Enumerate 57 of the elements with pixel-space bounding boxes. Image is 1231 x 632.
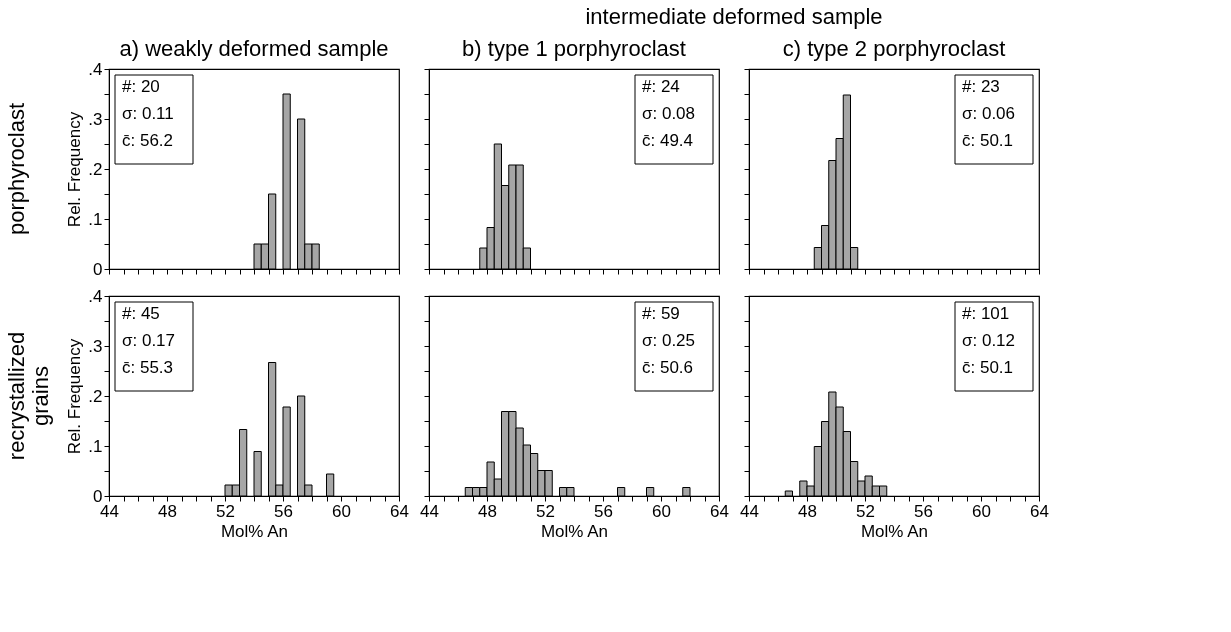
annotation: #: 101 xyxy=(962,304,1010,323)
x-tick-label: 60 xyxy=(652,501,671,521)
x-tick-label: 64 xyxy=(1030,501,1049,521)
text: intermediate deformed sample xyxy=(585,4,883,29)
y-tick-label: .4 xyxy=(88,286,103,306)
x-tick-label: 44 xyxy=(740,501,759,521)
x-tick-label: 56 xyxy=(914,501,933,521)
annotation: c̄: 56.2 xyxy=(122,131,174,150)
chart-title: a) weakly deformed sample xyxy=(119,36,389,61)
x-tick-label: 60 xyxy=(332,501,351,521)
x-tick-label: 56 xyxy=(594,501,613,521)
annotation: σ: 0.25 xyxy=(642,331,696,350)
annotation: #: 20 xyxy=(122,77,160,96)
annotation: c̄: 55.3 xyxy=(122,358,174,377)
y-tick-label: 0 xyxy=(93,259,103,279)
chart-title: c) type 2 porphyroclast xyxy=(782,36,1006,61)
x-axis-title: Mol% An xyxy=(860,521,929,541)
annotation: #: 23 xyxy=(962,77,1000,96)
annotation: σ: 0.06 xyxy=(962,104,1016,123)
y-tick-label: .3 xyxy=(88,336,103,356)
annotation: c̄: 50.6 xyxy=(642,358,694,377)
annotation: #: 59 xyxy=(642,304,680,323)
annotation: #: 24 xyxy=(642,77,680,96)
y-tick-label: .2 xyxy=(88,386,103,406)
x-tick-label: 52 xyxy=(536,501,555,521)
text: porphyroclast xyxy=(4,102,29,236)
annotation: c̄: 50.1 xyxy=(962,358,1014,377)
x-tick-label: 44 xyxy=(420,501,439,521)
annotation: σ: 0.08 xyxy=(642,104,696,123)
annotation: σ: 0.12 xyxy=(962,331,1016,350)
chart-title: b) type 1 porphyroclast xyxy=(462,36,686,61)
x-tick-label: 48 xyxy=(158,501,177,521)
annotation: σ: 0.11 xyxy=(122,104,174,123)
y-axis-title: Rel. Frequency xyxy=(65,338,85,455)
y-tick-label: .2 xyxy=(88,159,103,179)
annotation: #: 45 xyxy=(122,304,160,323)
x-tick-label: 48 xyxy=(478,501,497,521)
y-tick-label: 0 xyxy=(93,486,103,506)
y-tick-label: .1 xyxy=(88,209,103,229)
annotation: c̄: 49.4 xyxy=(642,131,694,150)
text: recrystallized grains xyxy=(4,331,53,461)
x-tick-label: 64 xyxy=(710,501,729,521)
x-tick-label: 64 xyxy=(390,501,409,521)
x-tick-label: 48 xyxy=(798,501,817,521)
annotation: σ: 0.17 xyxy=(122,331,176,350)
y-tick-label: .3 xyxy=(88,109,103,129)
x-axis-title: Mol% An xyxy=(220,521,289,541)
y-tick-label: .4 xyxy=(88,59,103,79)
y-axis-title: Rel. Frequency xyxy=(65,111,85,228)
x-tick-label: 44 xyxy=(100,501,119,521)
x-tick-label: 52 xyxy=(856,501,875,521)
x-tick-label: 60 xyxy=(972,501,991,521)
y-tick-label: .1 xyxy=(88,436,103,456)
annotation: c̄: 50.1 xyxy=(962,131,1014,150)
x-tick-label: 56 xyxy=(274,501,293,521)
x-tick-label: 52 xyxy=(216,501,235,521)
x-axis-title: Mol% An xyxy=(540,521,609,541)
